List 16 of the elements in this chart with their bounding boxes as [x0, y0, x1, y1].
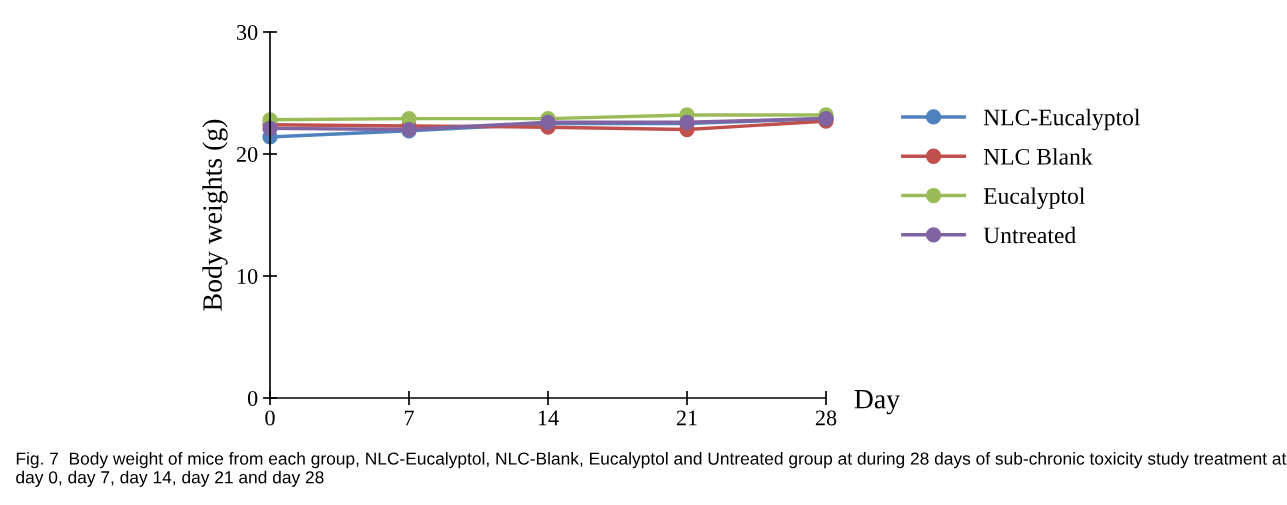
- x-tick-label: 7: [404, 410, 414, 426]
- x-tick-label: 28: [815, 410, 837, 426]
- y-tick-label: 10: [237, 268, 258, 284]
- y-tick-label: 0: [247, 390, 258, 406]
- legend-label: Eucalyptol: [983, 187, 1085, 209]
- y-axis-title: Body weights (g): [202, 119, 228, 311]
- x-tick-label: 14: [538, 410, 559, 426]
- caption: Fig. 7 Body weight of mice from each group, NLC-Eucalyptol, NLC-Blank, Eucalyptol and Untreated group at during 28 days of sub-chronic toxicity study treatment at day 0, day 7, day 14, day 21 and day 28: [16, 452, 1287, 487]
- x-tick-label: 0: [265, 410, 275, 426]
- x-axis-title: Day: [854, 390, 900, 415]
- legend-label: NLC-Eucalyptol: [983, 108, 1141, 131]
- x-tick-label: 21: [676, 410, 697, 426]
- legend-label: Untreated: [983, 226, 1076, 244]
- y-tick-label: 30: [237, 24, 258, 40]
- legend-label: NLC Blank: [983, 148, 1093, 165]
- y-tick-label: 20: [236, 146, 258, 162]
